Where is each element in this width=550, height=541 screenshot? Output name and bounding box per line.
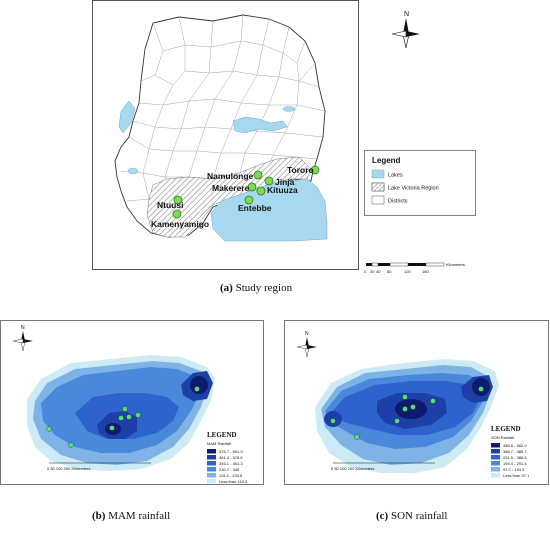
svg-text:N: N [305,331,309,337]
svg-text:Kamenyamigo: Kamenyamigo [151,219,209,229]
svg-text:LEGEND: LEGEND [207,431,237,439]
svg-text:Lakes: Lakes [388,173,403,179]
svg-text:Entebbe: Entebbe [238,203,272,213]
svg-text:LEGEND: LEGEND [491,425,521,433]
lake-small-east [282,106,296,112]
svg-text:291.5 - 388.6: 291.5 - 388.6 [503,455,527,460]
svg-text:Ntuusi: Ntuusi [157,200,183,210]
site-makerere: Makerere [212,182,257,193]
son-rainfall-svg: N 0 50 100 200 Kilo [296,331,530,478]
legend-swatch-districts [371,195,385,205]
son-legend: LEGEND SON Rainfall 485.8 - 582.9 388.7 … [491,425,530,478]
svg-text:SON Rainfall: SON Rainfall [491,435,514,440]
svg-text:20: 20 [370,269,375,274]
mam-rainfall-map: N 0 50 100 [0,320,264,485]
mam-rainfall-svg: N 0 50 100 [12,325,248,484]
son-scale-bar: 0 50 100 200 Kilometers [331,462,435,471]
site-kituuza: Kituuza [256,185,298,196]
svg-text:230.7 - 346: 230.7 - 346 [219,467,240,472]
lake-albert [118,100,136,134]
site-ntuusi: Ntuusi [157,195,183,210]
svg-text:MAM Rainfall: MAM Rainfall [207,441,231,446]
svg-text:Lake Victoria Region: Lake Victoria Region [388,186,439,192]
lake-victoria [210,178,328,242]
caption-b: (b) MAM rainfall [92,510,171,522]
svg-text:Less than 115.3: Less than 115.3 [219,479,248,484]
svg-text:120: 120 [404,269,411,274]
svg-text:Namulonge: Namulonge [207,171,254,181]
study-region-map: Tororo Namulonge Makerere Jinja Kituuza … [92,0,359,270]
svg-text:0: 0 [364,269,367,274]
svg-text:40: 40 [376,269,381,274]
lake-small-west [127,167,139,175]
svg-text:Legend: Legend [372,156,401,165]
svg-text:80: 80 [387,269,392,274]
svg-text:346.1 - 461.3: 346.1 - 461.3 [219,461,243,466]
svg-text:Makerere: Makerere [212,183,250,193]
site-jinja: Jinja [264,176,295,187]
site-kamenyamigo: Kamenyamigo [151,209,209,229]
svg-text:194.4 - 291.4: 194.4 - 291.4 [503,461,527,466]
svg-text:461.4 - 576.6: 461.4 - 576.6 [219,455,243,460]
caption-a: (a) Study region [220,282,293,294]
mam-zone-east-core [190,376,208,394]
svg-text:Less than 97.1: Less than 97.1 [503,473,530,478]
son-zone-core [395,399,427,419]
north-arrow-icon: N [296,331,317,358]
svg-text:N: N [404,11,409,18]
caption-c: (c) SON rainfall [376,510,448,522]
mam-site-markers [46,386,200,448]
son-site-markers [330,386,484,440]
mam-legend: LEGEND MAM Rainfall 576.7 - 691.9 461.4 … [207,431,248,484]
svg-text:Kilometers: Kilometers [446,262,465,267]
north-arrow-icon: N [391,11,420,49]
svg-text:576.7 - 691.9: 576.7 - 691.9 [219,449,243,454]
svg-text:0 50 100 20: 0 50 100 200 Kilometers [47,466,90,471]
study-region-svg: Tororo Namulonge Makerere Jinja Kituuza … [114,14,328,242]
svg-text:N: N [21,325,25,331]
legend-swatch-lakes [371,169,385,179]
mam-scale-bar: 0 50 100 200 Kilometers [47,462,151,471]
site-tororo: Tororo [287,165,320,175]
svg-text:0 50 100 20: 0 50 100 200 Kilometers [331,466,374,471]
svg-text:388.7 - 485.7: 388.7 - 485.7 [503,449,527,454]
site-namulonge: Namulonge [207,170,263,181]
study-region-scale-bar: 0 20 40 80 120 160 Kilometers [364,262,465,274]
svg-text:115.4 - 230.6: 115.4 - 230.6 [219,473,243,478]
svg-text:Kituuza: Kituuza [267,185,298,195]
study-region-legend: Legend Lakes Lake Victoria Region Distri… [364,150,476,216]
site-entebbe: Entebbe [238,195,272,213]
lake-kyoga [232,116,288,134]
svg-text:Districts: Districts [388,199,408,205]
svg-text:160: 160 [422,269,429,274]
north-arrow-icon: N [12,325,33,352]
svg-text:485.8 - 582.9: 485.8 - 582.9 [503,443,527,448]
svg-text:Jinja: Jinja [275,177,295,187]
svg-text:Tororo: Tororo [287,165,314,175]
son-rainfall-map: N 0 50 100 200 Kilo [284,320,549,485]
svg-text:97.2 - 194.3: 97.2 - 194.3 [503,467,525,472]
